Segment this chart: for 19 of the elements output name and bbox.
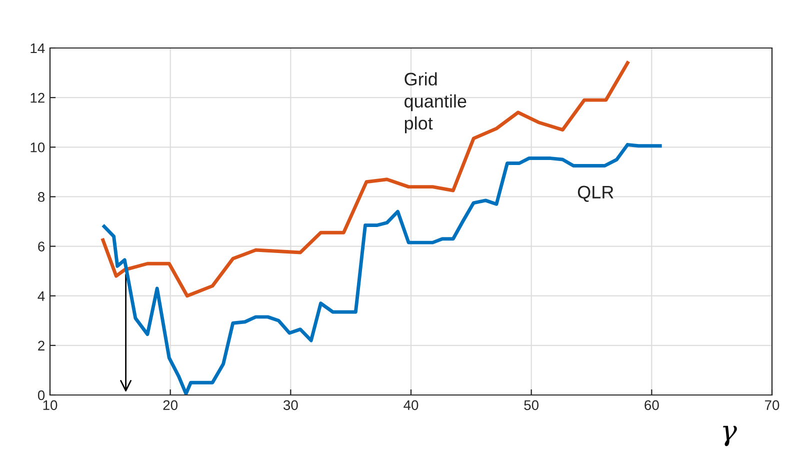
x-tick-label: 50 [524,400,539,410]
x-axis-title: γ [723,426,737,446]
y-tick-label: 14 [30,43,45,54]
y-tick-label: 4 [38,291,45,301]
series-label: Grid quantile plot [404,72,466,134]
y-tick-label: 0 [38,390,45,400]
x-tick-label: 20 [163,400,178,410]
y-tick-label: 8 [38,192,45,202]
x-tick-label: 70 [764,400,780,410]
x-tick-label: 40 [404,400,418,410]
y-tick-label: 12 [30,92,44,103]
line-series [102,142,662,395]
series-label: QLR [578,186,614,202]
y-tick-label: 6 [38,242,45,252]
line-series [101,61,630,298]
x-tick-label: 30 [283,400,298,410]
y-tick-label: 10 [30,142,45,152]
y-tick-label: 2 [38,340,44,350]
x-tick-label: 60 [644,400,659,410]
